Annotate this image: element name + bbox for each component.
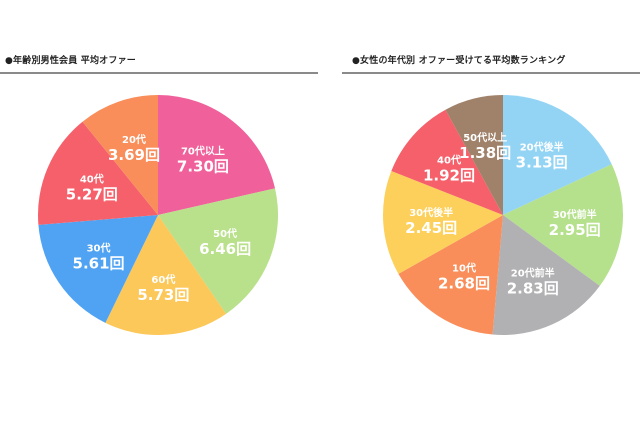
slice-value-label: 3.13回 (516, 153, 568, 171)
slice-category-label: 10代 (452, 262, 476, 275)
slice-value-label: 3.69回 (108, 146, 160, 164)
pie-slice (492, 215, 600, 335)
pie-slice (158, 188, 278, 314)
slice-value-label: 7.30回 (177, 158, 229, 176)
right-title-divider (342, 72, 640, 74)
right-chart-title: ●女性の年代別 オファー受けてる平均数ランキング (352, 56, 566, 66)
pie-slice (383, 171, 503, 274)
pie-slice (503, 95, 612, 215)
pie-slice (82, 95, 158, 215)
slice-value-label: 2.95回 (549, 221, 601, 239)
slice-value-label: 1.38回 (459, 144, 511, 162)
slice-category-label: 30代後半 (409, 206, 453, 219)
slice-value-label: 5.61回 (73, 255, 125, 273)
slice-value-label: 5.27回 (66, 186, 118, 204)
slice-category-label: 30代前半 (553, 208, 597, 221)
pie-slice (398, 215, 503, 335)
slice-category-label: 40代 (437, 153, 461, 166)
left-chart-title: ●年齢別男性会員 平均オファー (5, 56, 136, 66)
slice-value-label: 2.45回 (405, 219, 457, 237)
slice-category-label: 30代 (87, 242, 111, 255)
slice-value-label: 2.83回 (507, 280, 559, 298)
pie-slice (105, 215, 227, 335)
slice-category-label: 60代 (151, 273, 175, 286)
slice-value-label: 2.68回 (438, 275, 490, 293)
slice-value-label: 5.73回 (137, 286, 189, 304)
slice-value-label: 6.46回 (199, 240, 251, 258)
pie-slice (445, 95, 503, 215)
slice-category-label: 40代 (80, 173, 104, 186)
pie-slice (391, 109, 503, 215)
pie-slice (38, 215, 158, 323)
slice-category-label: 20代後半 (520, 140, 564, 153)
pie-slice (503, 164, 623, 286)
slice-category-label: 20代前半 (511, 267, 555, 280)
slice-category-label: 20代 (122, 133, 146, 146)
left-title-divider (0, 72, 318, 74)
pie-slice (38, 121, 158, 225)
slice-category-label: 50代 (213, 227, 237, 240)
slice-value-label: 1.92回 (423, 166, 475, 184)
slice-category-label: 70代以上 (181, 145, 225, 158)
slice-category-label: 50代以上 (463, 131, 507, 144)
pie-slice (158, 95, 275, 215)
